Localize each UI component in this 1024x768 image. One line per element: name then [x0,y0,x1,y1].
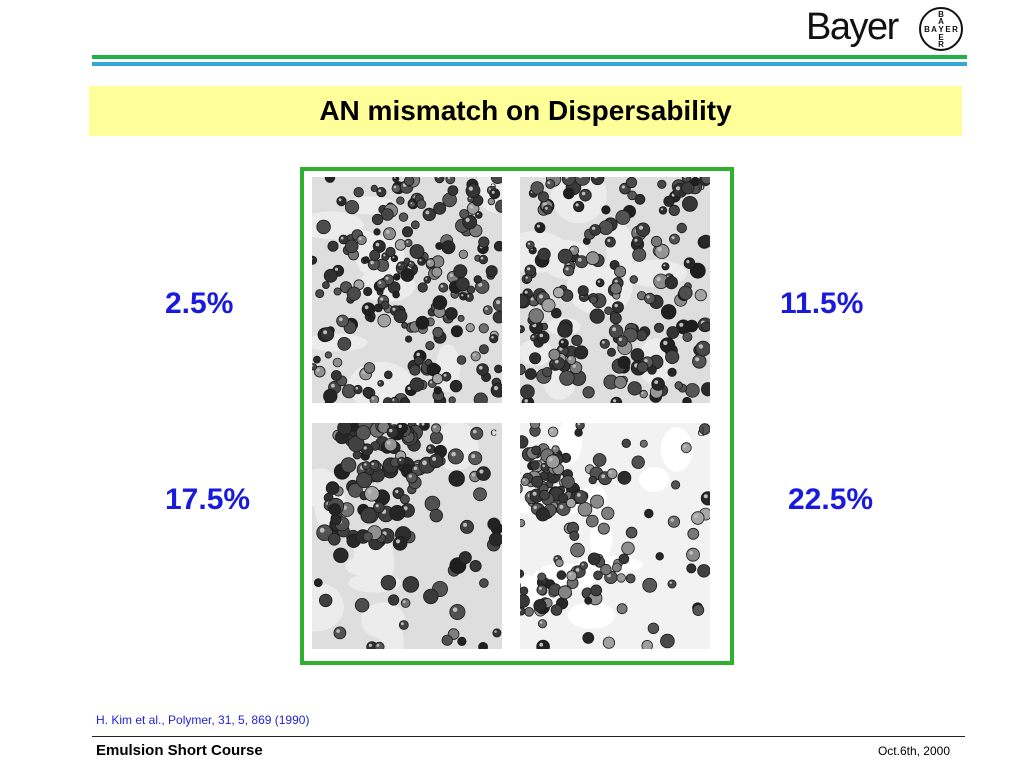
micrograph-image-a [312,177,502,403]
footer-rule [92,736,965,737]
micrograph-image-d [520,423,710,649]
slide-title: AN mismatch on Dispersability [319,95,732,126]
micrograph-image-b [520,177,710,403]
bayer-wordmark: Bayer [806,6,899,48]
caption-panel-d: 22.5% [788,483,874,516]
cross-letter-r-bottom: R [938,40,944,49]
cross-letter-b-top: B [938,10,944,19]
panel-letter-b: b [697,179,705,193]
cross-letter-a-left: A [931,25,937,34]
panel-letter-c: c [490,425,497,439]
caption-panel-b: 11.5% [780,287,864,320]
caption-panel-a: 2.5% [165,287,234,320]
panel-letter-d: d [697,425,705,439]
micrograph-image-c [312,423,502,649]
micrograph-figure: a b c d [300,167,734,665]
panel-letter-a: a [489,179,497,193]
cross-letter-a-top: A [938,17,944,26]
cross-letter-r-right: R [952,25,958,34]
micrograph-panel-c: c [312,423,502,649]
header-rule-green [92,55,967,59]
cross-letter-e-bottom: E [938,33,944,42]
title-band [89,86,962,136]
cross-letter-e-right: E [945,25,951,34]
caption-panel-c: 17.5% [165,483,251,516]
footer-date: Oct.6th, 2000 [877,744,950,758]
micrograph-panel-a: a [312,177,502,403]
cross-letter-b-left: B [924,25,930,34]
footer-course-title: Emulsion Short Course [96,742,263,759]
cross-letter-y: Y [938,25,944,34]
citation-reference: H. Kim et al., Polymer, 31, 5, 869 (1990… [96,713,310,727]
header-rule-blue [92,62,967,66]
micrograph-panel-d: d [520,423,710,649]
bayer-cross-logo: B A B A Y E R E R [919,7,963,51]
micrograph-panel-b: b [520,177,710,403]
